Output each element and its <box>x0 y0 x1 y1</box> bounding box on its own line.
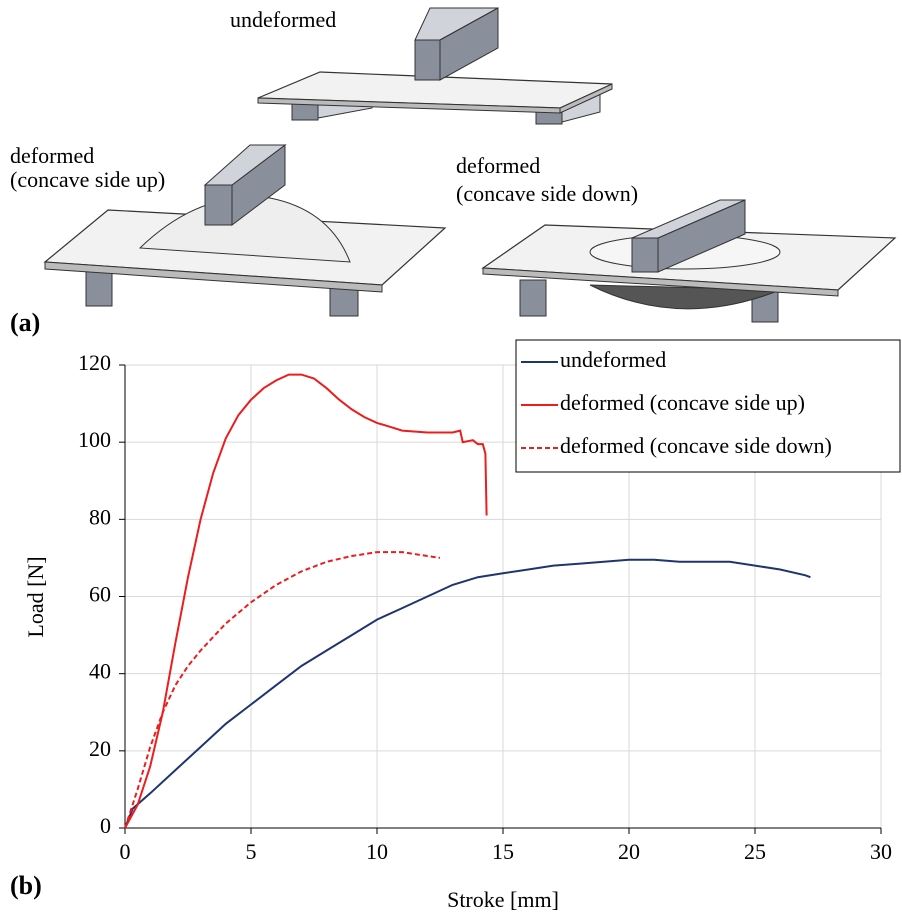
x-tick-label: 5 <box>246 839 257 864</box>
legend-label: undeformed <box>560 347 666 372</box>
x-axis-title: Stroke [mm] <box>447 887 559 912</box>
diagram-label: undeformed <box>230 7 336 32</box>
panel-label: (a) <box>10 308 40 337</box>
y-tick-label: 100 <box>78 427 111 452</box>
y-axis-title: Load [N] <box>23 556 48 637</box>
legend-label: deformed (concave side down) <box>560 433 832 458</box>
y-tick-label: 40 <box>89 659 111 684</box>
x-tick-label: 30 <box>870 839 892 864</box>
y-tick-label: 120 <box>78 350 111 375</box>
series-line <box>125 552 440 828</box>
diagram: undeformed deformed (concave side up) de… <box>10 7 895 337</box>
x-tick-label: 0 <box>120 839 131 864</box>
y-tick-label: 60 <box>89 582 111 607</box>
y-tick-label: 80 <box>89 504 111 529</box>
diagram-label: deformed <box>10 143 94 168</box>
figure: undeformed deformed (concave side up) de… <box>0 0 902 917</box>
diagram-label: deformed <box>456 153 540 178</box>
x-tick-label: 25 <box>744 839 766 864</box>
x-tick-label: 20 <box>618 839 640 864</box>
diagram-label: (concave side up) <box>10 167 165 192</box>
y-tick-label: 0 <box>100 813 111 838</box>
punch <box>632 238 658 272</box>
legend-label: deformed (concave side up) <box>560 390 805 415</box>
panel-label: (b) <box>10 871 42 900</box>
x-tick-label: 10 <box>366 839 388 864</box>
support <box>86 270 112 306</box>
punch <box>415 40 440 80</box>
series-line <box>125 560 810 828</box>
support <box>520 280 546 316</box>
x-tick-label: 15 <box>492 839 514 864</box>
y-tick-label: 20 <box>89 736 111 761</box>
punch <box>205 185 232 225</box>
diagram-label: (concave side down) <box>456 181 638 206</box>
